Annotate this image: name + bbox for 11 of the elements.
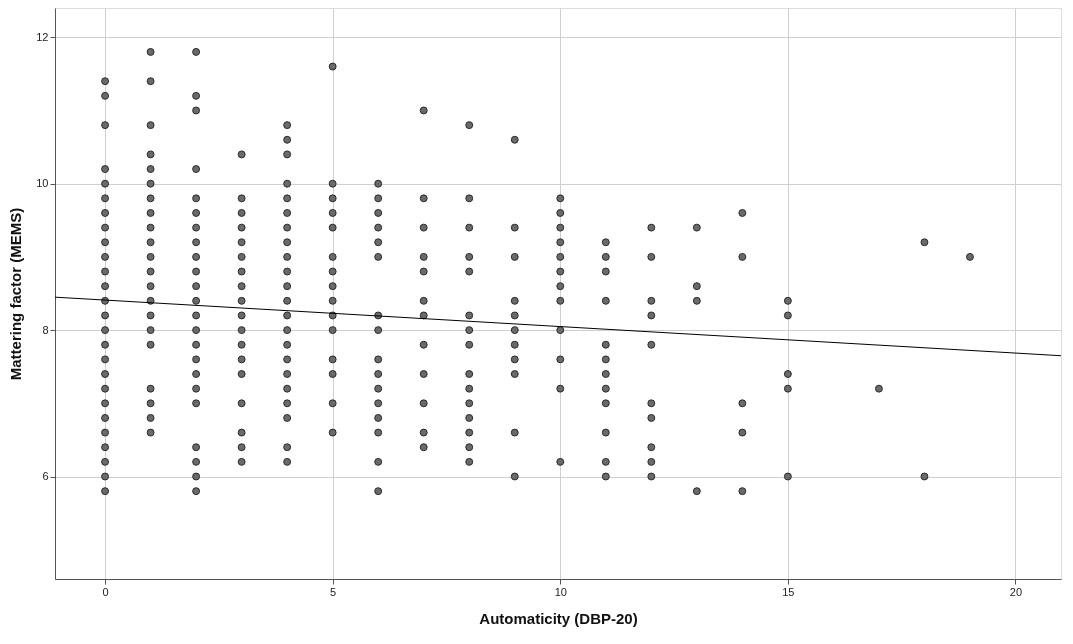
x-tick-label: 15 [782,585,795,598]
x-tick-label: 10 [554,585,567,598]
x-axis-title: Automaticity (DBP-20) [479,609,638,627]
x-tick-label: 20 [1009,585,1023,598]
x-tick-label: 0 [102,585,109,598]
y-tick-label: 6 [42,470,49,483]
y-axis-title: Mattering factor (MEMS) [7,207,25,381]
y-tick-label: 12 [36,30,49,43]
y-tick-label: 10 [36,177,49,190]
y-tick-label: 8 [42,323,49,336]
x-tick-label: 5 [330,585,337,598]
